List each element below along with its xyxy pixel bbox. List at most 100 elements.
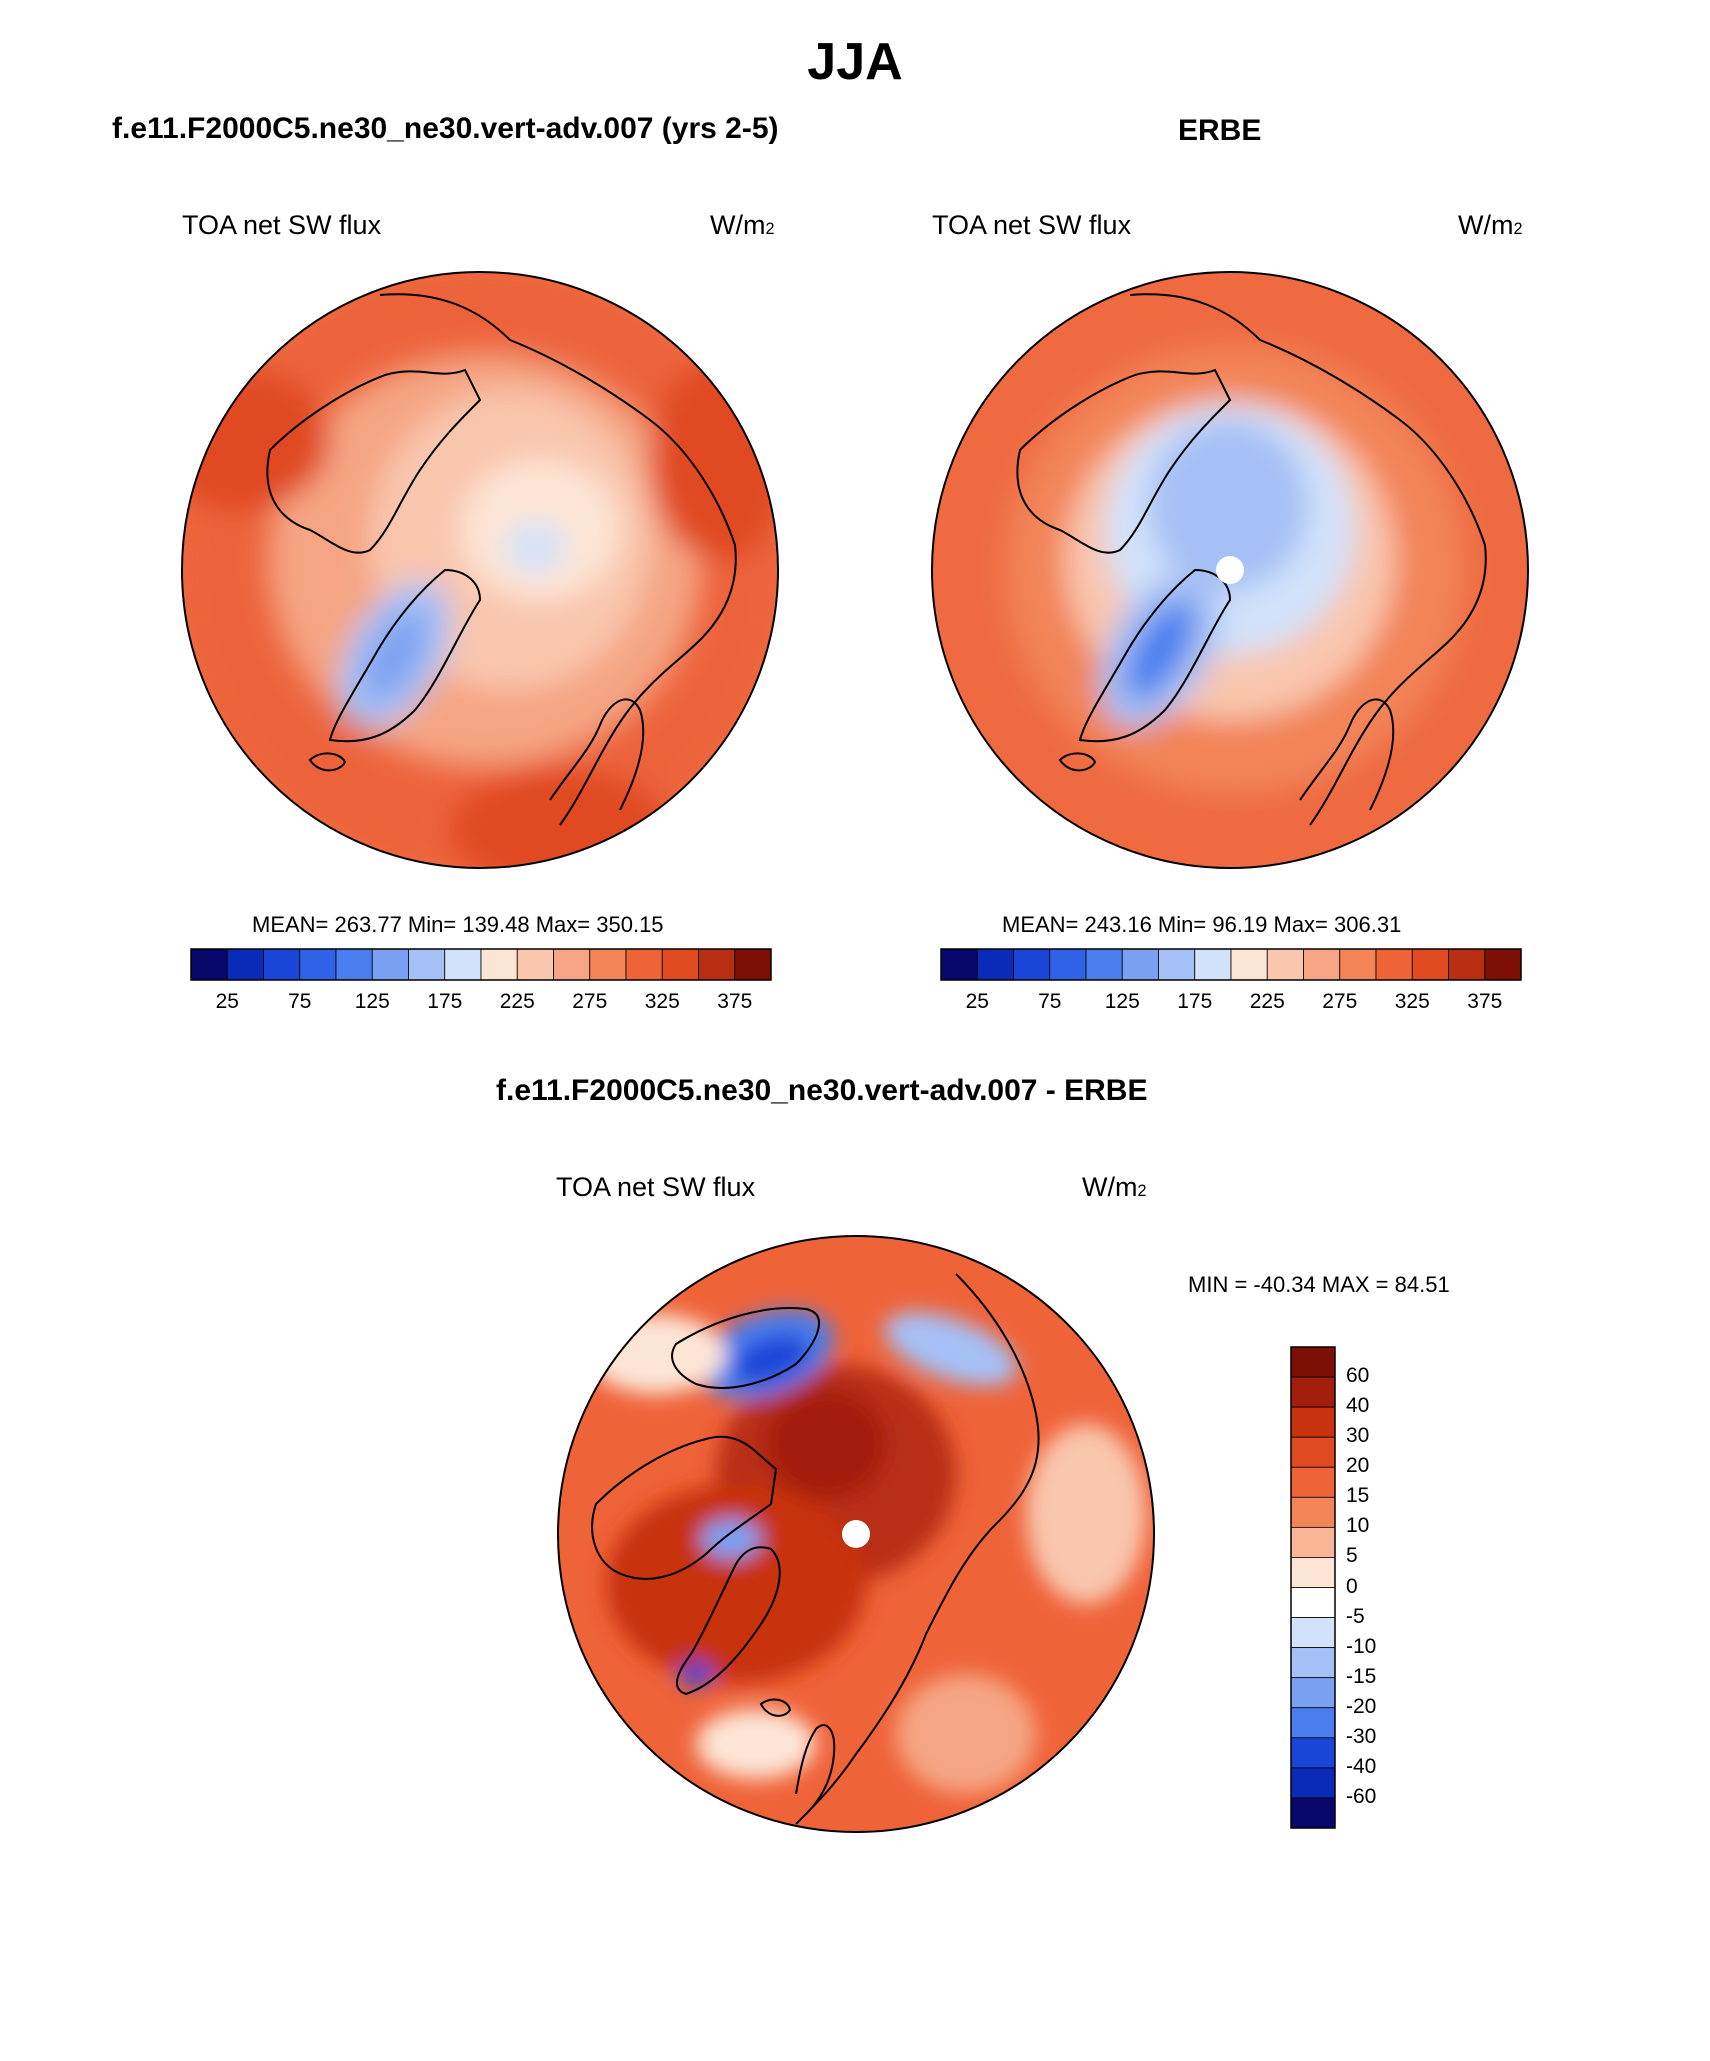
obs-colorbar-cell: [1266, 948, 1304, 981]
diff-colorbar-cell: [1290, 1466, 1336, 1498]
diff-colorbar-tick-label: 15: [1346, 1484, 1370, 1508]
model-polar-map: [181, 271, 779, 869]
model-colorbar-cell: [734, 948, 772, 981]
model-colorbar-cell: [480, 948, 518, 981]
model-colorbar-cell: [190, 948, 228, 981]
diff-colorbar-tick-label: -40: [1346, 1754, 1377, 1778]
diff-units-label: W/m2: [1082, 1172, 1147, 1202]
obs-colorbar: [940, 948, 1522, 981]
model-colorbar-cell: [335, 948, 373, 981]
obs-map-iceland-coast: [1058, 752, 1097, 772]
diff-map-europe-low: [696, 1709, 816, 1779]
model-colorbar-cell: [444, 948, 482, 981]
model-colorbar-cell: [263, 948, 301, 981]
obs-colorbar-cell: [976, 948, 1014, 981]
diff-map-atlantic-low: [896, 1674, 1036, 1794]
obs-colorbar-cell: [1158, 948, 1196, 981]
diff-colorbar-cell: [1290, 1767, 1336, 1799]
obs-colorbar-frame: [940, 948, 1522, 981]
model-colorbar-cell: [299, 948, 337, 981]
obs-colorbar-cell: [1339, 948, 1377, 981]
model-map-greenland-coast: [328, 568, 482, 743]
model-stats-label: MEAN= 263.77 Min= 139.48 Max= 350.15: [252, 912, 664, 937]
model-colorbar-cell: [408, 948, 446, 981]
model-map-pole-low: [505, 522, 565, 574]
model-map-iceland-coast: [308, 752, 347, 772]
diff-map-canada-coast: [591, 1435, 778, 1580]
diff-colorbar-tick-label: 60: [1346, 1364, 1370, 1388]
model-colorbar-tick-label: 75: [288, 990, 312, 1013]
diff-colorbar-tick-label: -60: [1346, 1784, 1377, 1808]
diff-map-greenland-dip: [678, 1662, 714, 1686]
model-colorbar-tick-label: 125: [354, 990, 390, 1013]
diff-map-greenland-coast: [676, 1546, 781, 1696]
obs-colorbar-cell: [1375, 948, 1413, 981]
obs-colorbar-tick-label: 325: [1394, 990, 1430, 1013]
model-map-greenland-core: [364, 612, 426, 698]
diff-colorbar-cell: [1290, 1346, 1336, 1378]
model-map-frame: [181, 271, 779, 869]
obs-colorbar-cell: [1303, 948, 1341, 981]
diff-map-iceland-coast: [759, 1698, 792, 1717]
obs-map-coastlines: [1016, 293, 1487, 826]
diff-colorbar-tick-label: -15: [1346, 1664, 1377, 1688]
model-colorbar-frame: [190, 948, 772, 981]
diff-colorbar-tick-label: -20: [1346, 1694, 1377, 1718]
obs-colorbar-cell: [1049, 948, 1087, 981]
obs-map-canada-coast: [1016, 368, 1232, 554]
model-colorbar-tick-label: 175: [427, 990, 463, 1013]
obs-colorbar-tick-label: 125: [1104, 990, 1140, 1013]
model-map-scandinavia-coast: [549, 698, 645, 811]
diff-map-pole-hole: [842, 1520, 870, 1548]
obs-variable-label: TOA net SW flux: [932, 210, 1132, 240]
obs-colorbar-cell: [1448, 948, 1486, 981]
diff-colorbar-frame: [1290, 1346, 1336, 1829]
diff-map-siberia-neg: [884, 1312, 1018, 1386]
diff-map-arctic-core: [766, 1389, 886, 1499]
diff-colorbar-cell: [1290, 1587, 1336, 1618]
diff-map-scandinavia-coast: [795, 1724, 836, 1815]
obs-map-pole-hole: [1216, 556, 1244, 584]
diff-colorbar-cell: [1290, 1406, 1336, 1438]
diff-map-eurasia-coast: [795, 1273, 1040, 1825]
obs-colorbar-cell: [1194, 948, 1232, 981]
model-colorbar-cell: [625, 948, 663, 981]
diff-variable-label: TOA net SW flux: [556, 1172, 756, 1202]
diff-colorbar-tick-label: 10: [1346, 1514, 1370, 1538]
diff-colorbar: [1290, 1346, 1336, 1829]
obs-colorbar-cell: [1085, 948, 1123, 981]
obs-colorbar-cell: [1484, 948, 1522, 981]
model-colorbar-tick-label: 325: [644, 990, 680, 1013]
obs-map-pole-low: [1148, 420, 1308, 590]
obs-colorbar-tick-label: 375: [1467, 990, 1503, 1013]
model-map-eurasia-coast: [379, 293, 737, 826]
obs-polar-map: [931, 271, 1529, 869]
obs-map-frame: [931, 271, 1529, 869]
obs-colorbar-cell: [1230, 948, 1268, 981]
obs-colorbar-tick-label: 25: [965, 990, 989, 1013]
obs-map-eurasia-coast: [1129, 293, 1487, 826]
model-colorbar-cell: [516, 948, 554, 981]
model-colorbar-cell: [553, 948, 591, 981]
model-variable-label: TOA net SW flux: [182, 210, 382, 240]
obs-stats-label: MEAN= 243.16 Min= 96.19 Max= 306.31: [1002, 912, 1402, 937]
diff-colorbar-cell: [1290, 1617, 1336, 1649]
obs-colorbar-cell: [1411, 948, 1449, 981]
diff-colorbar-tick-label: 0: [1346, 1574, 1358, 1598]
diff-map-canada-high: [606, 1484, 866, 1684]
diff-colorbar-cell: [1290, 1647, 1336, 1679]
model-map-coastlines: [266, 293, 737, 826]
diff-map-pacific-neg-core: [732, 1334, 810, 1384]
model-colorbar-tick-label: 25: [215, 990, 239, 1013]
model-map-canada-coast: [266, 368, 482, 554]
diff-colorbar-tick-label: 40: [1346, 1394, 1370, 1418]
model-colorbar-cell: [698, 948, 736, 981]
obs-units-label: W/m2: [1458, 210, 1523, 240]
diff-colorbar-cell: [1290, 1526, 1336, 1558]
diff-map-archipelago-neg: [701, 1519, 761, 1559]
diff-polar-map: [557, 1235, 1155, 1833]
diff-colorbar-cell: [1290, 1376, 1336, 1408]
obs-colorbar-tick-label: 75: [1038, 990, 1062, 1013]
model-colorbar-tick-label: 375: [717, 990, 753, 1013]
model-colorbar-tick-label: 225: [499, 990, 535, 1013]
